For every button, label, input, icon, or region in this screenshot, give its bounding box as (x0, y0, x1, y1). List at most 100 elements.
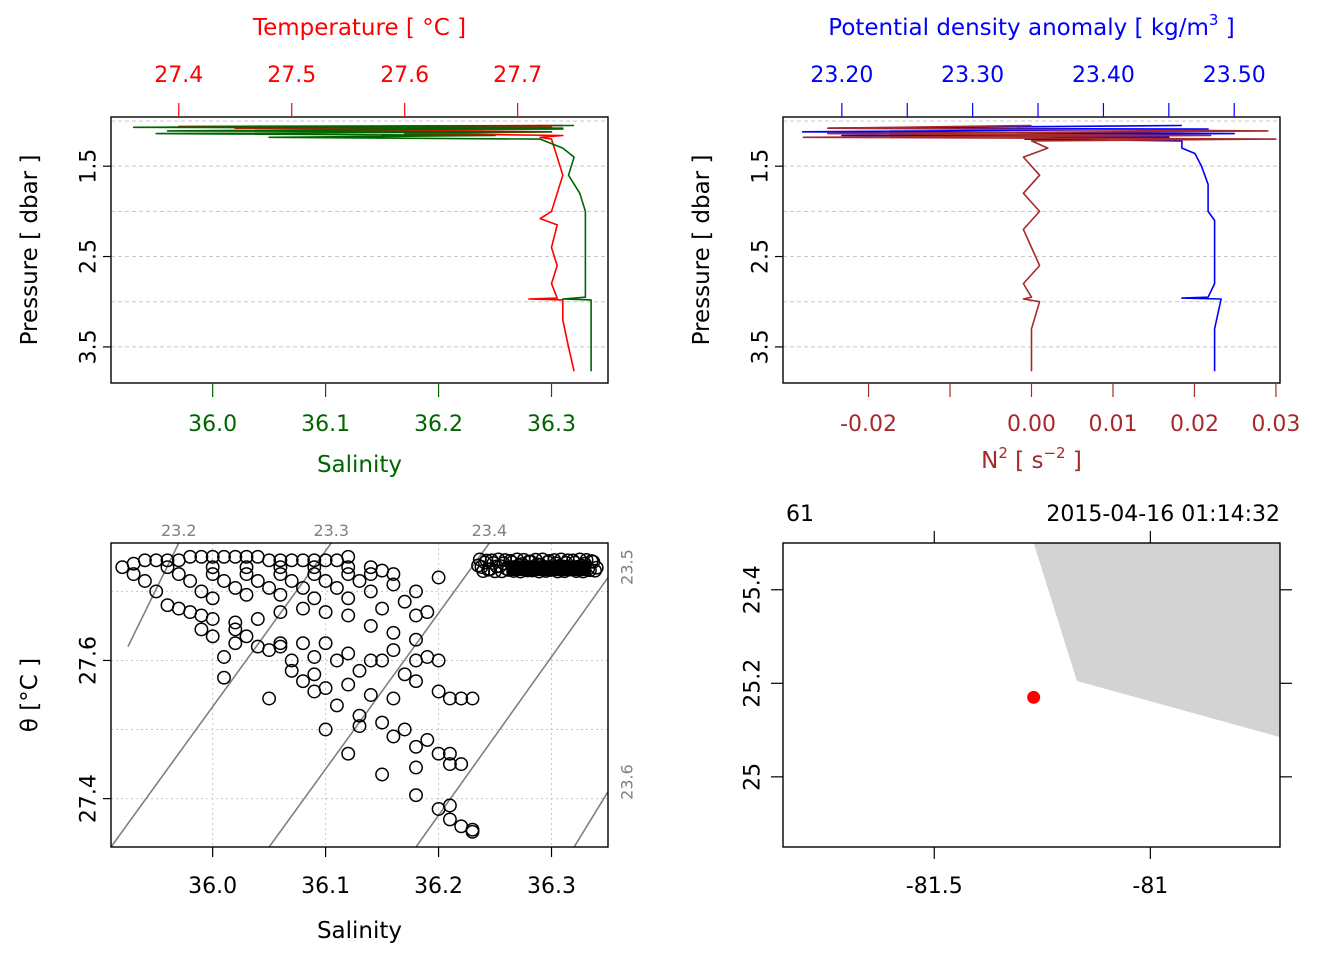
top-axis-tick-label: 27.7 (493, 63, 542, 88)
isopycnal-label: 23.6 (618, 764, 637, 800)
data-point (329, 653, 344, 668)
data-point (318, 722, 333, 737)
series-line-density (801, 124, 1235, 372)
data-point (352, 663, 367, 678)
data-point (284, 553, 299, 568)
y-tick-label: 25.2 (741, 659, 766, 708)
data-point (284, 663, 299, 678)
data-point-cluster (506, 560, 592, 577)
data-point (217, 650, 231, 664)
top-axis-title-superscript: 3 (1209, 11, 1219, 29)
data-point (420, 650, 435, 664)
data-point (115, 560, 130, 575)
y-tick-label: 25 (741, 763, 766, 791)
station-marker (1027, 690, 1041, 704)
plot-frame (782, 542, 1281, 848)
data-point (217, 574, 231, 588)
plot-frame (110, 542, 609, 848)
data-point (363, 584, 378, 599)
data-point (431, 746, 446, 761)
series-line-n2 (802, 124, 1277, 372)
data-point (183, 549, 198, 564)
y-tick-label: 2.5 (749, 239, 774, 274)
data-point (375, 601, 390, 616)
y-tick-label: 1.5 (77, 149, 102, 184)
bottom-axis-title-end: ] (1066, 448, 1082, 474)
data-point (386, 643, 401, 658)
bottom-axis-tick-label: 0.02 (1170, 412, 1219, 437)
x-tick-label: -81.5 (906, 874, 963, 899)
data-point (318, 605, 333, 620)
top-axis-title: Temperature [ °C ] (252, 15, 466, 41)
bottom-axis-title-superscript: 2 (998, 444, 1008, 462)
data-point (409, 632, 423, 647)
data-point (205, 549, 220, 564)
data-point (442, 812, 457, 827)
data-point (205, 567, 220, 582)
x-tick-label: 36.3 (527, 874, 576, 899)
bottom-axis-tick-label: -0.02 (840, 412, 897, 437)
data-point (296, 674, 310, 689)
data-point (454, 819, 469, 834)
data-point (386, 567, 401, 582)
data-point (160, 598, 175, 613)
data-point (442, 746, 457, 761)
data-point (194, 549, 209, 564)
data-point (239, 629, 254, 644)
y-axis-label: Pressure [ dbar ] (689, 155, 715, 346)
data-point (149, 553, 164, 568)
data-point (217, 670, 231, 685)
data-point (307, 684, 322, 699)
data-point (262, 553, 277, 568)
x-tick-label: 36.0 (188, 874, 237, 899)
isopycnal-line (415, 577, 608, 847)
top-axis-title-end: ] (1218, 15, 1234, 41)
data-point (183, 574, 198, 588)
data-point (307, 553, 322, 568)
bottom-axis-tick-label: 36.2 (414, 412, 463, 437)
plot-frame (110, 116, 609, 384)
data-point (318, 636, 333, 651)
data-point (126, 567, 141, 582)
y-tick-label: 27.4 (77, 774, 102, 823)
data-point (205, 591, 220, 606)
data-point (273, 587, 288, 602)
data-point (228, 549, 243, 564)
bottom-axis-title-unit-superscript: −2 (1043, 444, 1065, 462)
data-point (352, 574, 367, 588)
data-point (386, 729, 401, 744)
data-point (454, 691, 469, 706)
data-point (386, 577, 401, 592)
data-point (363, 618, 378, 633)
series-line-salinity (132, 124, 592, 372)
data-point (262, 643, 277, 658)
point-group (115, 549, 604, 839)
data-point (183, 605, 198, 620)
data-point (420, 732, 435, 747)
bottom-axis-tick-label: 36.3 (527, 412, 576, 437)
data-point (262, 580, 277, 595)
top-axis-title: Potential density anomaly [ kg/m3 ] (828, 11, 1234, 41)
y-axis-label: θ [°C ] (17, 658, 43, 732)
y-tick-label: 27.6 (77, 636, 102, 685)
data-point (273, 567, 288, 582)
data-point (284, 574, 299, 588)
bottom-axis-title-unit: [ s (1008, 448, 1044, 474)
y-tick-label: 3.5 (749, 329, 774, 364)
data-point (363, 688, 378, 702)
data-point (228, 580, 243, 595)
top-axis-tick-label: 27.5 (267, 63, 316, 88)
data-point (375, 563, 390, 578)
data-point (375, 767, 390, 782)
data-point (442, 798, 457, 813)
data-point (431, 570, 446, 585)
data-point (171, 601, 186, 616)
data-point (307, 567, 322, 582)
data-point (307, 591, 322, 606)
data-point (284, 653, 299, 668)
data-point (341, 746, 356, 761)
data-point (307, 650, 322, 664)
data-point (386, 625, 401, 640)
bottom-axis-title-main: N (981, 448, 998, 474)
